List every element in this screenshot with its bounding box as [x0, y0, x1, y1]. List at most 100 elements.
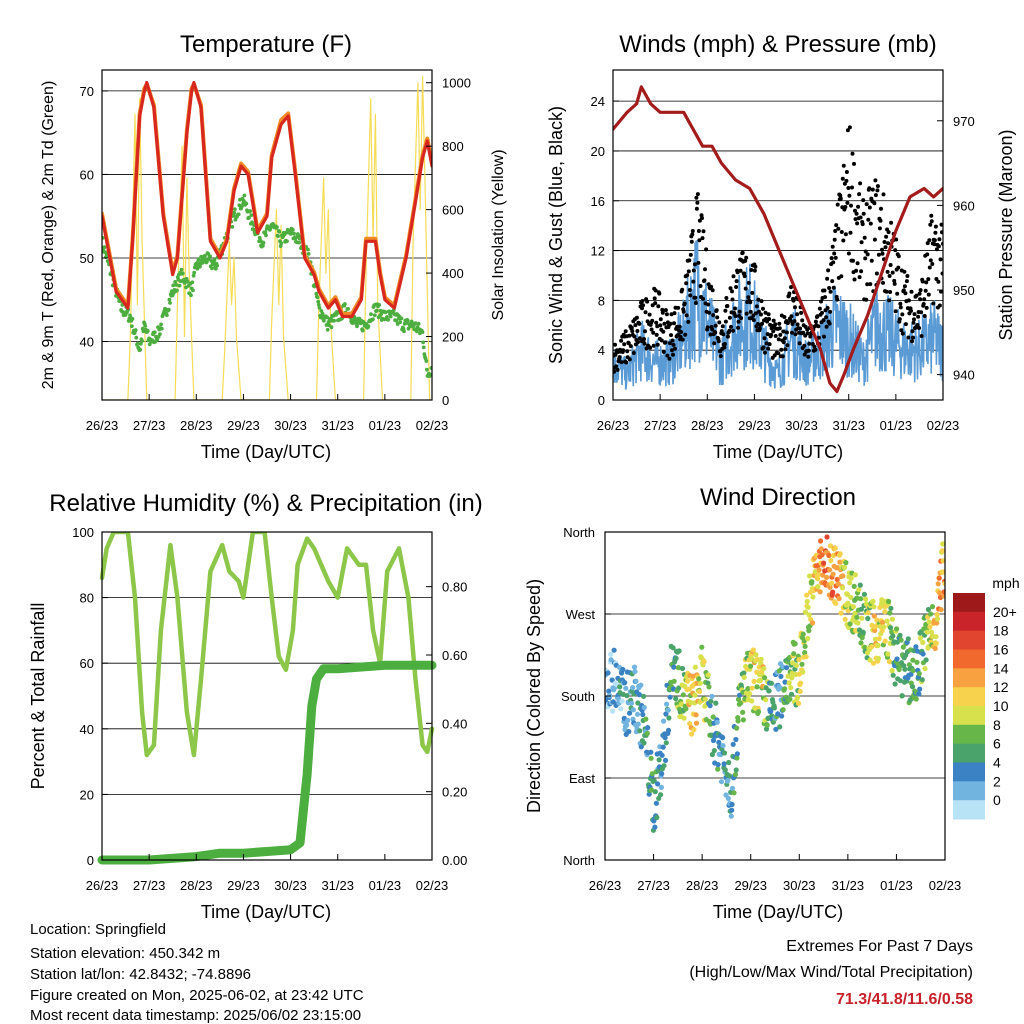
gust-point — [790, 322, 795, 326]
direction-point — [624, 693, 630, 699]
gust-point — [776, 351, 781, 356]
gust-point — [825, 276, 830, 281]
x-tick-label-2: 28/23 — [180, 418, 213, 433]
legend-swatch-8 — [953, 743, 985, 763]
humidity-title: Relative Humidity (%) & Precipitation (i… — [49, 490, 482, 517]
winds-y-ticks: 0 4 8 12 16 20 24 — [591, 94, 619, 408]
direction-point — [828, 580, 835, 586]
gust-point — [694, 195, 699, 200]
gust-point — [819, 299, 823, 304]
legend-swatch-4 — [953, 668, 985, 688]
gust-point — [757, 326, 762, 331]
dewpoint-point — [179, 267, 184, 272]
gust-point — [866, 217, 871, 222]
direction-point — [887, 610, 893, 616]
gust-point — [713, 323, 718, 328]
direction-point — [693, 712, 699, 718]
legend-label-2: 16 — [993, 642, 1009, 658]
direction-point — [653, 800, 660, 806]
x-tick-label-6: 01/23 — [880, 418, 913, 433]
gust-point — [767, 317, 772, 321]
direction-point — [623, 685, 629, 691]
gust-point — [720, 324, 725, 329]
direction-point — [872, 636, 879, 642]
direction-point — [882, 638, 888, 644]
gust-point — [911, 335, 915, 340]
gust-point — [706, 302, 711, 307]
direction-point — [852, 610, 858, 616]
gust-point — [885, 269, 890, 274]
gust-point — [710, 288, 715, 293]
gust-point — [643, 310, 648, 315]
gust-point — [853, 208, 857, 213]
gust-point — [705, 325, 710, 330]
direction-point — [783, 665, 790, 671]
direction-point — [805, 635, 811, 642]
direction-point — [680, 692, 686, 698]
temperature-title: Temperature (F) — [180, 31, 352, 58]
gust-point — [731, 274, 736, 279]
direction-point — [661, 718, 667, 724]
gust-point — [743, 286, 748, 291]
direction-point — [905, 636, 911, 642]
direction-point — [881, 624, 887, 630]
dewpoint-point — [314, 291, 319, 296]
gust-point — [733, 314, 738, 319]
gust-point — [843, 205, 848, 209]
dewpoint-point — [191, 273, 196, 278]
direction-point — [802, 643, 808, 650]
gust-point — [673, 346, 677, 351]
gust-point — [827, 286, 832, 290]
dewpoint-point — [278, 244, 283, 249]
gust-point — [936, 244, 941, 249]
gust-point — [875, 184, 880, 189]
direction-point — [626, 729, 632, 735]
gust-point — [937, 237, 942, 242]
gust-point — [696, 260, 701, 265]
direction-point — [885, 651, 891, 657]
gust-point — [940, 271, 943, 276]
gust-point — [746, 280, 751, 285]
gust-point — [773, 322, 778, 327]
gust-point — [632, 334, 637, 339]
x-tick-label-1: 27/23 — [133, 878, 166, 893]
direction-point — [721, 761, 727, 767]
direction-point — [819, 552, 825, 558]
gust-point — [868, 282, 873, 287]
direction-point — [662, 735, 668, 741]
gust-point — [671, 352, 675, 357]
y-tick-label-2: 8 — [598, 293, 605, 308]
gust-point — [892, 281, 897, 286]
gust-point — [737, 309, 742, 314]
direction-point — [850, 604, 857, 610]
direction-point — [940, 569, 945, 575]
direction-point — [909, 684, 916, 690]
gust-point — [939, 289, 943, 294]
dewpoint-point — [414, 329, 419, 334]
gust-point — [681, 309, 686, 314]
direction-point — [718, 779, 725, 785]
gust-point — [779, 347, 784, 352]
direction-point — [636, 692, 643, 698]
direction-point — [641, 740, 647, 746]
humidity-x-ticks: 26/23 27/23 28/23 29/23 30/23 31/23 01/23 02/23 — [86, 854, 448, 893]
direction-point — [757, 677, 764, 684]
direction-point — [848, 575, 854, 581]
gust-point — [627, 357, 632, 362]
gust-point — [854, 211, 859, 216]
gust-point — [791, 298, 796, 303]
legend-swatch-10 — [953, 781, 985, 801]
gust-point — [789, 285, 793, 290]
legend-label-4: 12 — [993, 679, 1009, 695]
gust-point — [922, 314, 927, 318]
temperature-y-ticks-right: 0 200 400 600 800 1000 — [426, 76, 471, 408]
gust-point — [642, 341, 647, 346]
gust-point — [665, 353, 670, 358]
direction-point — [934, 611, 940, 618]
gust-point — [937, 303, 942, 308]
gust-point — [728, 286, 733, 291]
y-tick-label-4: 16 — [591, 194, 605, 209]
direction-ylabel: Direction (Colored By Speed) — [524, 579, 544, 813]
direction-point — [889, 668, 895, 674]
temperature-series — [102, 75, 432, 400]
